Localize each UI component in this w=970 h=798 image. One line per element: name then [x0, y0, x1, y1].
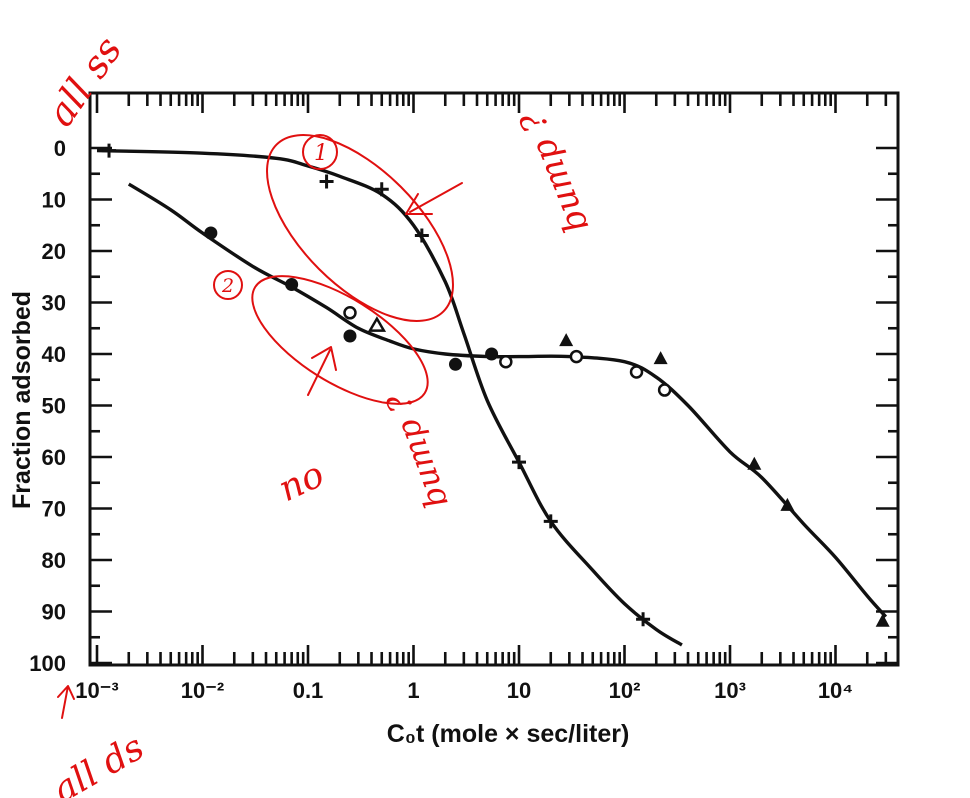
x-tick-label: 10⁻² [181, 678, 224, 703]
x-tick-label: 10³ [714, 678, 746, 703]
curve-single-stranded [96, 148, 683, 647]
y-tick-label: 60 [42, 445, 66, 470]
filled-triangle-marker [653, 351, 668, 365]
arrow-to-axis-origin [57, 685, 75, 719]
tick-marks [90, 93, 898, 665]
circled-label-2: 2 [221, 275, 234, 297]
annotation-all-ss: all ss [38, 29, 130, 135]
y-tick-label: 30 [42, 291, 66, 316]
annotation-bump-1: bump ? [512, 105, 597, 238]
x-tick-label: 0.1 [293, 678, 324, 703]
y-tick-label: 80 [42, 548, 66, 573]
open-circle-marker [629, 365, 644, 379]
filled-triangle-marker [875, 613, 890, 627]
plus-marker [374, 182, 389, 197]
annotation-no: no [272, 454, 330, 510]
arrow-bump [405, 182, 463, 215]
curve-double-stranded [127, 182, 888, 618]
circled-number-2 [213, 270, 243, 300]
annotation-all-ds: all ds [46, 727, 151, 798]
plus-marker [319, 174, 334, 189]
plus-marker [512, 455, 526, 470]
x-axis-title: C₀t (mole × sec/liter) [387, 720, 630, 748]
filled-circle-marker [448, 357, 462, 371]
y-tick-label: 100 [29, 651, 66, 676]
open-circle-marker [657, 383, 672, 397]
plus-marker [543, 514, 558, 529]
filled-circle-marker [343, 329, 357, 343]
plus-marker [102, 143, 117, 158]
y-tick-labels: 0 10 20 30 40 50 60 70 80 90 100 [29, 136, 66, 676]
open-circle-marker [569, 349, 584, 364]
y-tick-label: 40 [42, 342, 66, 367]
filled-circle-marker [204, 226, 218, 240]
y-tick-label: 50 [42, 394, 66, 419]
filled-circle-marker [285, 277, 299, 291]
highlight-ellipse-1 [266, 134, 454, 322]
plot-frame [88, 91, 900, 667]
data-points [102, 143, 890, 627]
filled-triangle-marker [747, 456, 762, 470]
y-tick-label: 70 [42, 497, 66, 522]
y-tick-label: 90 [42, 600, 66, 625]
x-tick-label: 10 [507, 678, 531, 703]
y-tick-label: 20 [42, 239, 66, 264]
y-tick-label: 0 [54, 136, 66, 161]
open-triangle-marker [367, 316, 387, 332]
x-tick-label: 1 [407, 678, 419, 703]
y-tick-label: 10 [42, 188, 66, 213]
open-circle-marker [343, 306, 357, 320]
circled-label-1: 1 [314, 141, 328, 166]
filled-triangle-marker [780, 497, 795, 511]
arrow-no-bump [307, 346, 337, 396]
filled-circle-marker [485, 347, 499, 361]
x-tick-label: 10⁻³ [75, 678, 118, 703]
plus-marker [414, 228, 429, 243]
x-tick-label: 10⁴ [818, 678, 853, 703]
fitted-curves [96, 148, 888, 647]
y-axis-title: Fraction adsorbed [8, 291, 36, 509]
annotation-bump-2: bump ? [379, 388, 456, 514]
circled-number-1 [302, 134, 338, 170]
x-tick-labels: 10⁻³ 10⁻² 0.1 1 10 10² 10³ 10⁴ [75, 678, 853, 703]
x-tick-label: 10² [609, 678, 641, 703]
plus-marker [636, 612, 651, 627]
filled-triangle-marker [559, 333, 574, 347]
open-circle-marker [499, 354, 513, 369]
